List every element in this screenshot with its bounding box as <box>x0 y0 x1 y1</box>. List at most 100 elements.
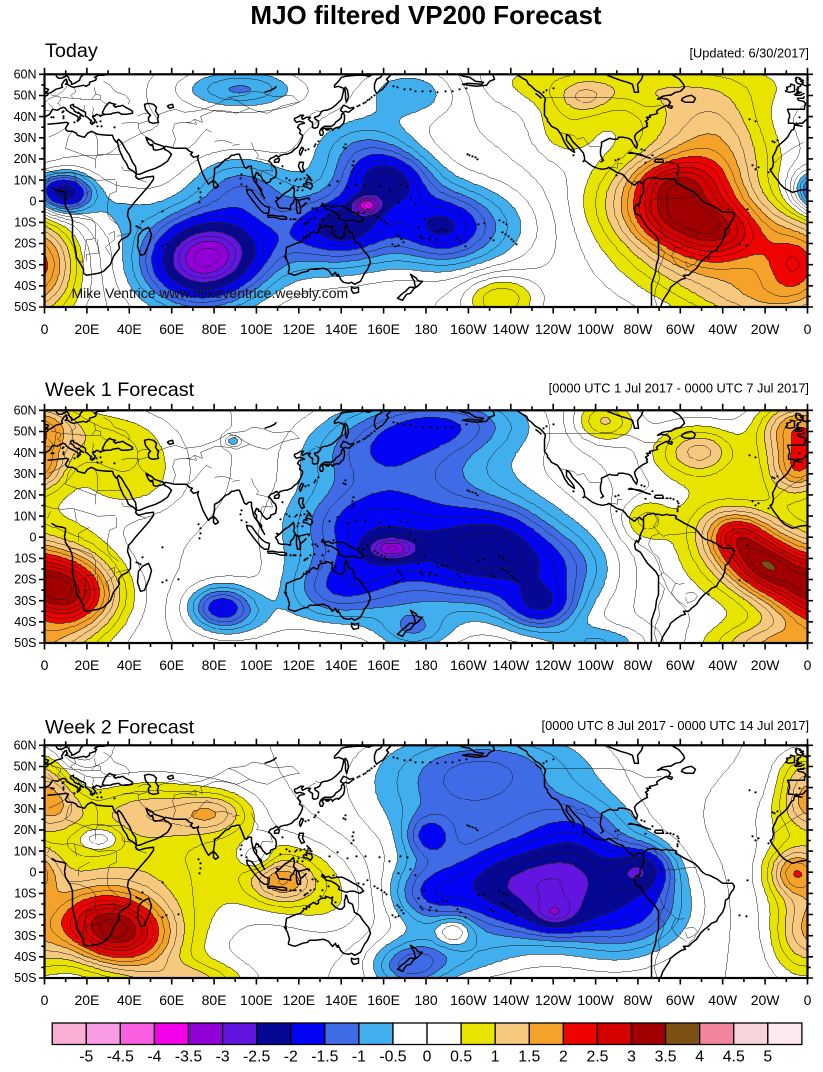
svg-text:50N: 50N <box>14 760 37 774</box>
svg-text:50S: 50S <box>14 971 36 985</box>
svg-text:80E: 80E <box>202 321 227 337</box>
svg-text:-5: -5 <box>79 1049 93 1066</box>
svg-text:20E: 20E <box>74 992 99 1008</box>
svg-text:1.5: 1.5 <box>518 1049 540 1066</box>
svg-text:80W: 80W <box>624 321 654 337</box>
svg-text:[0000 UTC 8 Jul 2017 - 0000 UT: [0000 UTC 8 Jul 2017 - 0000 UTC 14 Jul 2… <box>542 718 809 733</box>
svg-text:[0000 UTC 1 Jul 2017 - 0000 UT: [0000 UTC 1 Jul 2017 - 0000 UTC 7 Jul 20… <box>549 381 809 396</box>
svg-text:4.5: 4.5 <box>723 1049 745 1066</box>
svg-text:30N: 30N <box>14 131 37 145</box>
svg-text:-2: -2 <box>284 1049 298 1066</box>
svg-text:180: 180 <box>414 657 438 673</box>
svg-text:120E: 120E <box>282 992 315 1008</box>
svg-text:-1: -1 <box>352 1049 366 1066</box>
svg-text:50N: 50N <box>14 425 37 439</box>
svg-text:30S: 30S <box>14 594 36 608</box>
svg-text:50S: 50S <box>14 636 36 650</box>
svg-text:2: 2 <box>559 1049 568 1066</box>
svg-text:0: 0 <box>41 321 49 337</box>
svg-text:0: 0 <box>41 992 49 1008</box>
svg-text:100E: 100E <box>240 657 273 673</box>
svg-text:120W: 120W <box>535 321 572 337</box>
svg-text:100W: 100W <box>577 992 614 1008</box>
svg-text:40E: 40E <box>117 992 142 1008</box>
svg-text:20W: 20W <box>751 992 781 1008</box>
svg-text:120E: 120E <box>282 657 315 673</box>
svg-text:140E: 140E <box>325 321 358 337</box>
svg-text:20E: 20E <box>74 321 99 337</box>
svg-text:140E: 140E <box>325 992 358 1008</box>
svg-text:Today: Today <box>45 40 98 62</box>
svg-text:40E: 40E <box>117 321 142 337</box>
svg-text:40S: 40S <box>14 279 36 293</box>
svg-text:-3: -3 <box>216 1049 230 1066</box>
svg-text:40W: 40W <box>708 321 738 337</box>
svg-text:20N: 20N <box>14 488 37 502</box>
svg-text:20S: 20S <box>14 573 36 587</box>
svg-text:160W: 160W <box>450 321 487 337</box>
svg-text:100W: 100W <box>577 321 614 337</box>
svg-text:140W: 140W <box>493 992 530 1008</box>
svg-text:10N: 10N <box>14 173 37 187</box>
svg-text:60W: 60W <box>666 321 696 337</box>
svg-text:10S: 10S <box>14 552 36 566</box>
svg-text:30N: 30N <box>14 802 37 816</box>
svg-text:30S: 30S <box>14 929 36 943</box>
svg-text:40N: 40N <box>14 781 37 795</box>
svg-text:Week 2 Forecast: Week 2 Forecast <box>45 716 195 738</box>
svg-text:120W: 120W <box>535 657 572 673</box>
svg-text:1: 1 <box>491 1049 500 1066</box>
svg-text:40N: 40N <box>14 110 37 124</box>
svg-text:100W: 100W <box>577 657 614 673</box>
svg-text:10S: 10S <box>14 887 36 901</box>
svg-text:0: 0 <box>30 530 37 544</box>
svg-text:0: 0 <box>804 992 812 1008</box>
svg-text:100E: 100E <box>240 321 273 337</box>
svg-text:140W: 140W <box>493 657 530 673</box>
svg-text:0.5: 0.5 <box>450 1049 472 1066</box>
svg-text:5: 5 <box>763 1049 772 1066</box>
svg-text:60N: 60N <box>14 68 37 82</box>
svg-text:180: 180 <box>414 992 438 1008</box>
svg-text:0: 0 <box>804 321 812 337</box>
svg-text:80W: 80W <box>624 992 654 1008</box>
svg-text:160W: 160W <box>450 657 487 673</box>
svg-text:160E: 160E <box>367 992 400 1008</box>
svg-text:-1.5: -1.5 <box>311 1049 338 1066</box>
svg-text:40W: 40W <box>708 657 738 673</box>
svg-text:60E: 60E <box>159 321 184 337</box>
svg-text:30N: 30N <box>14 467 37 481</box>
svg-text:20E: 20E <box>74 657 99 673</box>
svg-text:40S: 40S <box>14 950 36 964</box>
svg-text:-0.5: -0.5 <box>379 1049 406 1066</box>
svg-text:40S: 40S <box>14 615 36 629</box>
svg-text:20S: 20S <box>14 908 36 922</box>
svg-text:2.5: 2.5 <box>586 1049 608 1066</box>
svg-text:-4.5: -4.5 <box>107 1049 134 1066</box>
svg-text:60W: 60W <box>666 657 696 673</box>
svg-text:60W: 60W <box>666 992 696 1008</box>
svg-text:160E: 160E <box>367 321 400 337</box>
svg-text:10N: 10N <box>14 509 37 523</box>
svg-text:40N: 40N <box>14 446 37 460</box>
svg-text:80W: 80W <box>624 657 654 673</box>
svg-text:-4: -4 <box>147 1049 161 1066</box>
svg-text:3: 3 <box>627 1049 636 1066</box>
svg-text:0: 0 <box>30 194 37 208</box>
svg-text:20S: 20S <box>14 237 36 251</box>
svg-text:120E: 120E <box>282 321 315 337</box>
svg-text:Week 1 Forecast: Week 1 Forecast <box>45 379 195 401</box>
svg-text:[Updated: 6/30/2017]: [Updated: 6/30/2017] <box>689 46 809 61</box>
svg-text:0: 0 <box>41 657 49 673</box>
svg-text:60N: 60N <box>14 739 37 753</box>
svg-text:60E: 60E <box>159 657 184 673</box>
svg-text:160E: 160E <box>367 657 400 673</box>
svg-text:4: 4 <box>695 1049 704 1066</box>
svg-text:-2.5: -2.5 <box>243 1049 270 1066</box>
svg-text:100E: 100E <box>240 992 273 1008</box>
svg-text:60N: 60N <box>14 404 37 418</box>
svg-text:50N: 50N <box>14 89 37 103</box>
svg-text:0: 0 <box>423 1049 432 1066</box>
svg-text:20N: 20N <box>14 823 37 837</box>
svg-text:Mike Ventrice www.mikeventrice: Mike Ventrice www.mikeventrice.weebly.co… <box>72 285 349 301</box>
